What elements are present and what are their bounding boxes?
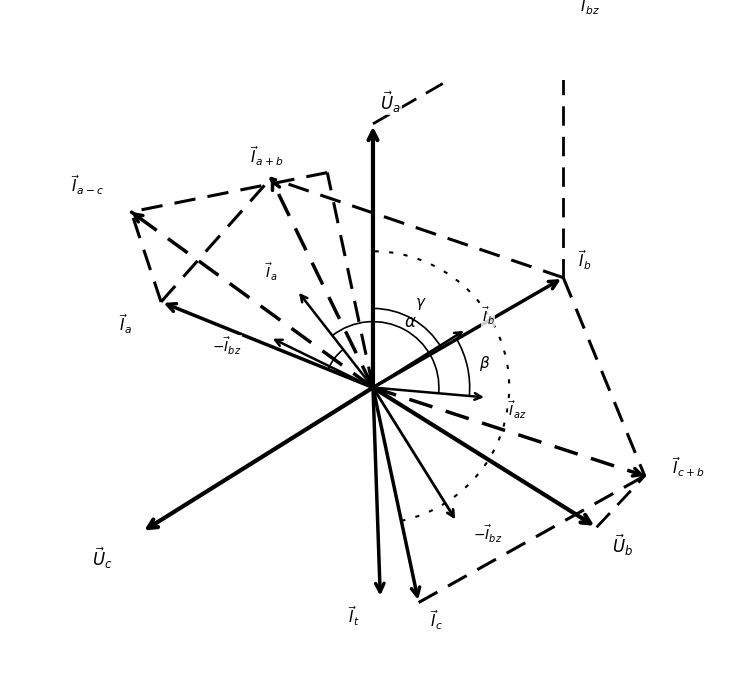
Text: $\vec{I}_b$: $\vec{I}_b$ <box>482 306 494 327</box>
Text: $\vec{I}_{a-c}$: $\vec{I}_{a-c}$ <box>71 174 104 198</box>
Text: $\vec{U}_b$: $\vec{U}_b$ <box>612 532 634 558</box>
Text: $\vec{U}_c$: $\vec{U}_c$ <box>92 546 113 571</box>
Text: $\vec{I}_{a+b}$: $\vec{I}_{a+b}$ <box>250 144 283 168</box>
Text: $\vec{I}_a$: $\vec{I}_a$ <box>265 262 277 283</box>
Text: $\vec{I}_t$: $\vec{I}_t$ <box>348 604 360 628</box>
Text: $\beta$: $\beta$ <box>479 355 491 373</box>
Text: $\vec{I}_a$: $\vec{I}_a$ <box>119 312 133 336</box>
Text: $\vec{I}_b$: $\vec{I}_b$ <box>579 248 592 272</box>
Text: $\vec{I}_{bz}$: $\vec{I}_{bz}$ <box>579 0 599 17</box>
Text: $\vec{I}_{c+b}$: $\vec{I}_{c+b}$ <box>672 455 705 479</box>
Text: $\alpha$: $\alpha$ <box>404 314 416 332</box>
Text: $-\vec{I}_{bz}$: $-\vec{I}_{bz}$ <box>212 336 241 357</box>
Text: $\vec{I}_{az}$: $\vec{I}_{az}$ <box>508 400 527 421</box>
Text: $\vec{U}_a$: $\vec{U}_a$ <box>380 89 401 114</box>
Text: $-\vec{I}_{bz}$: $-\vec{I}_{bz}$ <box>473 524 502 545</box>
Text: $\vec{I}_c$: $\vec{I}_c$ <box>430 608 443 632</box>
Text: $\gamma$: $\gamma$ <box>416 296 427 312</box>
